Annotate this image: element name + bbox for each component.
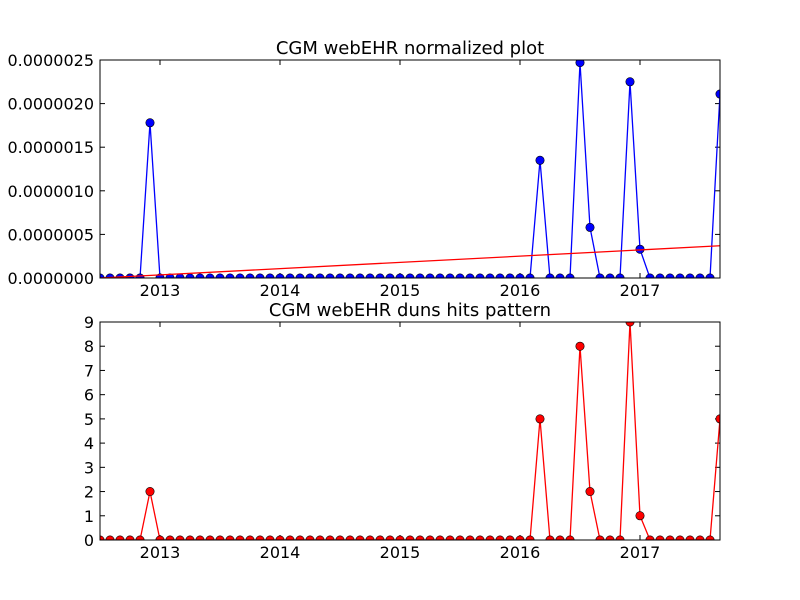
top-chart-point xyxy=(625,77,635,87)
bottom-chart-point xyxy=(625,322,635,327)
bottom-chart-frame xyxy=(99,321,721,541)
top-chart-xtick-label: 2013 xyxy=(140,281,181,300)
bottom-chart-title: CGM webEHR duns hits pattern xyxy=(269,300,551,321)
bottom-chart-ytick-label: 1 xyxy=(84,507,94,526)
bottom-chart-xtick-label: 2013 xyxy=(140,543,181,562)
bottom-chart-series-line-0 xyxy=(100,322,720,540)
bottom-chart-xtick-label: 2015 xyxy=(380,543,421,562)
top-chart-point xyxy=(585,222,595,232)
bottom-chart-ytick-label: 4 xyxy=(84,434,94,453)
top-chart-ytick-label: 0.0000005 xyxy=(7,225,94,244)
bottom-chart-point xyxy=(635,511,645,521)
top-chart-xtick-label: 2017 xyxy=(620,281,661,300)
bottom-chart-data xyxy=(100,322,720,540)
top-chart-point xyxy=(575,60,585,68)
bottom-chart-point xyxy=(575,341,585,351)
bottom-chart-ytick-label: 2 xyxy=(84,483,94,502)
top-chart-ytick-label: 0.0000000 xyxy=(7,269,94,288)
top-chart-ytick-label: 0.0000015 xyxy=(7,138,94,157)
bottom-chart-ytick-label: 0 xyxy=(84,531,94,550)
bottom-chart-ytick-label: 8 xyxy=(84,337,94,356)
top-chart-point xyxy=(145,118,155,128)
bottom-chart-point xyxy=(145,487,155,497)
bottom-chart-ytick-label: 9 xyxy=(84,313,94,332)
bottom-chart-ytick-label: 7 xyxy=(84,361,94,380)
bottom-chart-point xyxy=(585,487,595,497)
bottom-chart-xtick-label: 2014 xyxy=(260,543,301,562)
bottom-chart-ytick-label: 5 xyxy=(84,410,94,429)
top-chart-ytick-label: 0.0000020 xyxy=(7,95,94,114)
bottom-chart: CGM webEHR duns hits pattern 0 1 2 3 4 5 6 7 8 9 20… xyxy=(84,300,721,562)
bottom-chart-ytick-label: 3 xyxy=(84,458,94,477)
top-chart-xtick-label: 2014 xyxy=(260,281,301,300)
top-chart-frame xyxy=(99,59,721,279)
top-chart-series-line-1 xyxy=(100,245,720,278)
top-chart-xtick-label: 2016 xyxy=(500,281,541,300)
top-chart-xtick-label: 2015 xyxy=(380,281,421,300)
bottom-chart-point xyxy=(535,414,545,424)
top-chart-data xyxy=(100,60,720,278)
top-chart-ytick-label: 0.0000010 xyxy=(7,182,94,201)
top-chart-title: CGM webEHR normalized plot xyxy=(276,38,544,59)
top-chart-point xyxy=(535,155,545,165)
bottom-chart-xtick-label: 2017 xyxy=(620,543,661,562)
top-chart-ytick-label: 0.0000025 xyxy=(7,51,94,70)
top-chart-series-line-0 xyxy=(100,62,720,278)
bottom-chart-xtick-label: 2016 xyxy=(500,543,541,562)
top-chart: CGM webEHR normalized plot 0.0000000 0.000… xyxy=(7,38,721,300)
bottom-chart-ytick-label: 6 xyxy=(84,386,94,405)
